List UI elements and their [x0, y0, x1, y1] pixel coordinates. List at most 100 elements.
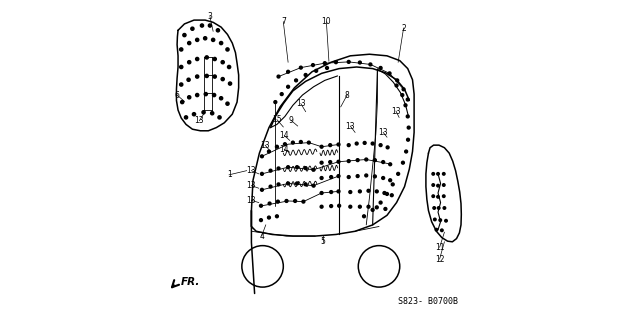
Circle shape — [188, 41, 191, 45]
Circle shape — [320, 177, 323, 179]
Circle shape — [320, 161, 323, 164]
Text: 14: 14 — [280, 145, 289, 154]
Circle shape — [268, 216, 270, 219]
Circle shape — [388, 163, 392, 166]
Circle shape — [294, 79, 298, 82]
Circle shape — [385, 192, 388, 195]
Circle shape — [212, 93, 216, 97]
Circle shape — [349, 190, 352, 193]
Circle shape — [302, 200, 305, 203]
Circle shape — [349, 205, 352, 208]
Text: 13: 13 — [346, 122, 355, 130]
Circle shape — [391, 183, 394, 186]
Text: 13: 13 — [246, 196, 256, 205]
Circle shape — [291, 141, 294, 144]
Circle shape — [381, 160, 385, 163]
Text: 10: 10 — [321, 17, 331, 26]
Circle shape — [294, 200, 296, 203]
Circle shape — [315, 70, 317, 72]
Text: 1: 1 — [227, 170, 232, 179]
Circle shape — [432, 184, 435, 186]
Text: 13: 13 — [296, 99, 306, 108]
Circle shape — [363, 215, 365, 218]
Circle shape — [196, 57, 199, 61]
Text: 13: 13 — [260, 141, 270, 150]
Circle shape — [401, 161, 404, 164]
Circle shape — [369, 63, 372, 66]
Circle shape — [287, 166, 289, 168]
Circle shape — [320, 205, 323, 208]
Circle shape — [358, 190, 362, 193]
Circle shape — [384, 208, 387, 211]
Circle shape — [367, 189, 370, 192]
Circle shape — [445, 219, 447, 222]
Text: 15: 15 — [272, 115, 282, 124]
Circle shape — [307, 141, 310, 144]
Circle shape — [375, 190, 378, 193]
Circle shape — [337, 190, 340, 193]
Text: S823- B0700B: S823- B0700B — [399, 297, 458, 306]
Circle shape — [326, 67, 328, 70]
Circle shape — [442, 195, 445, 197]
Circle shape — [260, 219, 262, 221]
Circle shape — [260, 173, 264, 175]
Circle shape — [406, 115, 409, 118]
Circle shape — [433, 218, 436, 221]
Text: 13: 13 — [378, 128, 388, 137]
Circle shape — [284, 143, 286, 145]
Circle shape — [211, 112, 214, 115]
Circle shape — [330, 205, 333, 208]
Circle shape — [300, 141, 302, 144]
Circle shape — [287, 182, 289, 185]
Circle shape — [228, 82, 232, 85]
Circle shape — [260, 204, 262, 207]
Circle shape — [275, 215, 278, 218]
Circle shape — [335, 61, 337, 64]
Circle shape — [432, 173, 435, 175]
Circle shape — [386, 146, 389, 149]
Circle shape — [275, 145, 278, 148]
Circle shape — [407, 126, 410, 129]
Circle shape — [367, 205, 370, 208]
Circle shape — [202, 111, 205, 114]
Circle shape — [196, 93, 199, 97]
Circle shape — [358, 205, 362, 208]
Circle shape — [356, 159, 359, 161]
Circle shape — [218, 116, 221, 119]
Circle shape — [200, 24, 204, 27]
Text: 8: 8 — [345, 91, 349, 100]
Text: 11: 11 — [435, 243, 444, 252]
Circle shape — [436, 173, 439, 175]
Circle shape — [330, 176, 333, 179]
Circle shape — [379, 201, 382, 204]
Circle shape — [221, 78, 224, 81]
Circle shape — [379, 67, 382, 70]
Circle shape — [196, 38, 199, 41]
Circle shape — [269, 169, 272, 172]
Circle shape — [280, 93, 283, 96]
Text: 3: 3 — [207, 12, 212, 21]
Circle shape — [383, 191, 386, 194]
Circle shape — [304, 74, 307, 77]
Circle shape — [312, 64, 314, 67]
Circle shape — [371, 209, 374, 211]
Circle shape — [287, 85, 289, 88]
Circle shape — [397, 173, 399, 175]
Circle shape — [381, 177, 385, 179]
Circle shape — [226, 102, 229, 105]
Circle shape — [196, 75, 199, 78]
Circle shape — [401, 94, 404, 96]
Circle shape — [193, 113, 196, 116]
Circle shape — [435, 228, 438, 231]
Circle shape — [183, 33, 186, 37]
Circle shape — [388, 72, 391, 75]
Text: 5: 5 — [320, 237, 325, 246]
Circle shape — [388, 179, 392, 182]
Circle shape — [337, 175, 340, 177]
Circle shape — [274, 101, 276, 103]
Circle shape — [277, 167, 280, 170]
Circle shape — [375, 206, 378, 209]
Circle shape — [436, 196, 439, 198]
Circle shape — [191, 27, 194, 30]
Circle shape — [432, 195, 435, 197]
